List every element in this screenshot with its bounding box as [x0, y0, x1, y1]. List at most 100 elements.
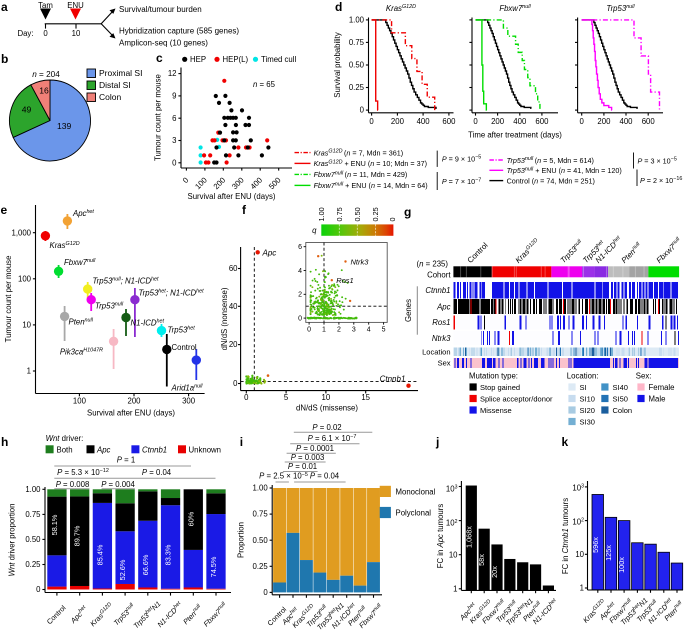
- svg-text:Wnt driver proportion: Wnt driver proportion: [8, 504, 17, 577]
- svg-text:0: 0: [298, 316, 302, 323]
- svg-text:Sex:: Sex:: [636, 372, 652, 381]
- svg-text:0: 0: [244, 393, 249, 402]
- svg-text:100: 100: [18, 274, 32, 283]
- svg-text:Control: Control: [172, 343, 197, 352]
- svg-text:10: 10: [575, 550, 584, 559]
- svg-text:20x: 20x: [490, 566, 499, 578]
- svg-text:Wnt driver:: Wnt driver:: [46, 434, 84, 443]
- svg-text:10: 10: [72, 29, 81, 38]
- svg-text:600: 600: [535, 117, 549, 126]
- svg-text:Control (n = 74, Mdn = 251): Control (n = 74, Mdn = 251): [507, 176, 595, 185]
- svg-text:Tam: Tam: [38, 1, 53, 10]
- svg-text:0.75: 0.75: [349, 38, 365, 47]
- svg-text:(n = 235): (n = 235): [417, 260, 449, 269]
- svg-text:Tumour count per mouse: Tumour count per mouse: [154, 74, 163, 161]
- svg-text:P = 0.0001: P = 0.0001: [296, 444, 334, 453]
- svg-text:Trp53null​ + ENU (n = 41, Mdn: Trp53null​ + ENU (n = 41, Mdn = 120): [507, 166, 622, 175]
- svg-text:0: 0: [233, 379, 238, 388]
- svg-text:Day:: Day:: [17, 29, 33, 38]
- svg-text:1,000: 1,000: [11, 228, 31, 237]
- svg-text:n = 204: n = 204: [32, 70, 60, 79]
- svg-text:4: 4: [367, 327, 371, 334]
- svg-text:60: 60: [229, 264, 238, 273]
- svg-text:596x: 596x: [591, 537, 600, 553]
- svg-text:Location:: Location:: [567, 372, 599, 381]
- svg-text:0.25: 0.25: [371, 207, 380, 221]
- svg-text:P = 0.02: P = 0.02: [312, 423, 341, 432]
- svg-text:1: 1: [453, 584, 457, 593]
- svg-text:P = 0.01: P = 0.01: [288, 462, 317, 471]
- svg-text:Trp53het​; N1-ICDhet​: Trp53het​; N1-ICDhet​: [139, 289, 205, 298]
- svg-text:P = 6.1 × 10−7​: P = 6.1 × 10−7​: [308, 434, 357, 443]
- svg-text:0.25: 0.25: [25, 560, 41, 569]
- svg-text:KrasG12D ​(n = 7, Mdn = 361): KrasG12D ​(n = 7, Mdn = 361): [314, 148, 404, 157]
- svg-text:Hybridization capture (585 gen: Hybridization capture (585 genes): [119, 27, 239, 36]
- svg-text:P = 0.04: P = 0.04: [310, 472, 340, 481]
- svg-text:6: 6: [298, 244, 302, 251]
- svg-text:Apc: Apc: [262, 249, 277, 258]
- svg-text:16: 16: [39, 86, 49, 96]
- svg-text:f: f: [242, 203, 247, 217]
- svg-text:83.3%: 83.3%: [164, 544, 173, 565]
- svg-text:Ctnnb1: Ctnnb1: [142, 445, 167, 454]
- svg-text:1.00: 1.00: [253, 484, 269, 493]
- svg-text:2: 2: [337, 327, 341, 334]
- svg-text:Amplicon-seq (10 genes): Amplicon-seq (10 genes): [119, 39, 208, 48]
- svg-text:0: 0: [388, 217, 397, 221]
- svg-text:P = 7 × 10−7​: P = 7 × 10−7​: [442, 177, 481, 186]
- svg-text:139: 139: [57, 121, 72, 131]
- svg-text:0.75: 0.75: [25, 510, 41, 519]
- svg-text:0: 0: [36, 585, 41, 594]
- svg-text:P = 3 × 10−5​: P = 3 × 10−5​: [638, 157, 677, 166]
- svg-text:0: 0: [181, 175, 191, 185]
- svg-text:100x: 100x: [617, 557, 626, 573]
- svg-text:15: 15: [361, 393, 370, 402]
- svg-text:Survival probability: Survival probability: [333, 32, 342, 98]
- svg-text:40: 40: [229, 302, 238, 311]
- svg-text:0: 0: [263, 588, 268, 597]
- svg-text:0.50: 0.50: [25, 535, 41, 544]
- svg-text:0: 0: [580, 117, 585, 126]
- svg-text:Ntrk3: Ntrk3: [351, 257, 370, 266]
- svg-text:Stop gained: Stop gained: [480, 383, 520, 392]
- svg-text:Colon: Colon: [613, 406, 633, 415]
- svg-text:Proximal SI: Proximal SI: [99, 68, 142, 78]
- svg-text:P = 0.003: P = 0.003: [291, 453, 325, 462]
- svg-text:1: 1: [322, 327, 326, 334]
- svg-text:N1-ICDhet​: N1-ICDhet​: [131, 319, 165, 328]
- svg-text:FC in Ctnnb1 tumours: FC in Ctnnb1 tumours: [561, 498, 570, 574]
- svg-text:0.25: 0.25: [253, 562, 269, 571]
- svg-text:0: 0: [473, 117, 478, 126]
- svg-text:P = 9 × 10−5​: P = 9 × 10−5​: [442, 155, 481, 164]
- svg-text:49: 49: [22, 105, 32, 115]
- svg-text:b: b: [1, 52, 8, 66]
- svg-text:i: i: [240, 435, 243, 449]
- svg-text:Trp53null ​(n = 5, Mdn = 614): Trp53null ​(n = 5, Mdn = 614): [507, 156, 594, 165]
- svg-text:Cohort: Cohort: [427, 271, 451, 280]
- svg-text:g: g: [404, 205, 411, 219]
- svg-text:Pik3caH1047R​: Pik3caH1047R​: [60, 348, 103, 357]
- svg-text:1: 1: [27, 367, 31, 376]
- svg-text:c: c: [156, 51, 163, 65]
- svg-text:600: 600: [642, 117, 656, 126]
- svg-text:200: 200: [127, 397, 141, 406]
- svg-text:Mutation type:: Mutation type:: [469, 372, 518, 381]
- svg-text:60%: 60%: [186, 511, 195, 526]
- svg-text:125x: 125x: [604, 545, 613, 561]
- svg-text:P = 5.3 × 10−12​: P = 5.3 × 10−12​: [57, 468, 109, 477]
- svg-text:Ctnnb1: Ctnnb1: [425, 286, 450, 295]
- svg-text:5: 5: [382, 327, 386, 334]
- svg-text:Apc: Apc: [436, 302, 451, 311]
- svg-text:52.6%: 52.6%: [118, 559, 127, 580]
- svg-text:4: 4: [298, 268, 302, 275]
- svg-text:q: q: [312, 226, 317, 235]
- svg-text:1,068x: 1,068x: [464, 526, 473, 548]
- svg-text:1.00: 1.00: [349, 16, 365, 25]
- svg-text:FC in Apc tumours: FC in Apc tumours: [436, 504, 445, 569]
- svg-text:0: 0: [307, 327, 311, 334]
- svg-text:Fbxw7null​: Fbxw7null​: [64, 258, 96, 267]
- svg-text:KrasG12D​ + ENU (n = 10; Mdn =: KrasG12D​ + ENU (n = 10; Mdn = 37): [314, 159, 427, 168]
- svg-text:1.00: 1.00: [25, 485, 41, 494]
- svg-text:j: j: [435, 435, 439, 449]
- svg-text:Colon: Colon: [99, 92, 121, 102]
